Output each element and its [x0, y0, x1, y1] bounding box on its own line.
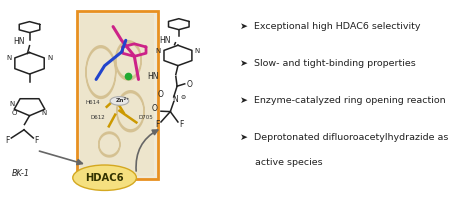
Text: ➤  Deprotonated difluoroacetylhydrazide as: ➤ Deprotonated difluoroacetylhydrazide a… — [240, 133, 449, 142]
Circle shape — [110, 97, 129, 105]
Text: N: N — [42, 110, 47, 116]
Text: O: O — [152, 104, 158, 113]
FancyBboxPatch shape — [77, 11, 157, 179]
Text: HN: HN — [159, 36, 171, 45]
Text: F: F — [179, 120, 183, 129]
Text: ⊖: ⊖ — [181, 95, 186, 100]
Text: N: N — [156, 48, 161, 54]
Bar — [81, 14, 154, 176]
Text: F: F — [6, 136, 10, 145]
Text: ➤  Exceptional high HDAC6 selectivity: ➤ Exceptional high HDAC6 selectivity — [240, 22, 421, 31]
Text: N: N — [47, 55, 53, 61]
Text: HN: HN — [13, 37, 25, 46]
Text: H614: H614 — [85, 100, 100, 105]
Text: HDAC6: HDAC6 — [85, 173, 124, 183]
Text: F: F — [35, 136, 39, 145]
Text: ➤  Slow- and tight-binding properties: ➤ Slow- and tight-binding properties — [240, 59, 416, 68]
Text: N: N — [9, 101, 14, 107]
Text: N: N — [7, 55, 12, 61]
Text: HN: HN — [147, 72, 159, 81]
Text: active species: active species — [240, 158, 323, 167]
Text: N: N — [172, 95, 178, 104]
Text: O: O — [187, 80, 193, 89]
Text: N: N — [195, 48, 200, 54]
Text: D705: D705 — [139, 115, 154, 120]
Text: O: O — [12, 110, 18, 116]
Ellipse shape — [73, 165, 137, 190]
Text: D612: D612 — [91, 115, 106, 120]
Text: Zn²⁺: Zn²⁺ — [116, 98, 130, 103]
Text: BK-1: BK-1 — [11, 169, 29, 178]
Text: ➤  Enzyme-catalyzed ring opening reaction: ➤ Enzyme-catalyzed ring opening reaction — [240, 96, 446, 105]
Text: O: O — [157, 89, 163, 98]
Text: F: F — [155, 120, 160, 129]
